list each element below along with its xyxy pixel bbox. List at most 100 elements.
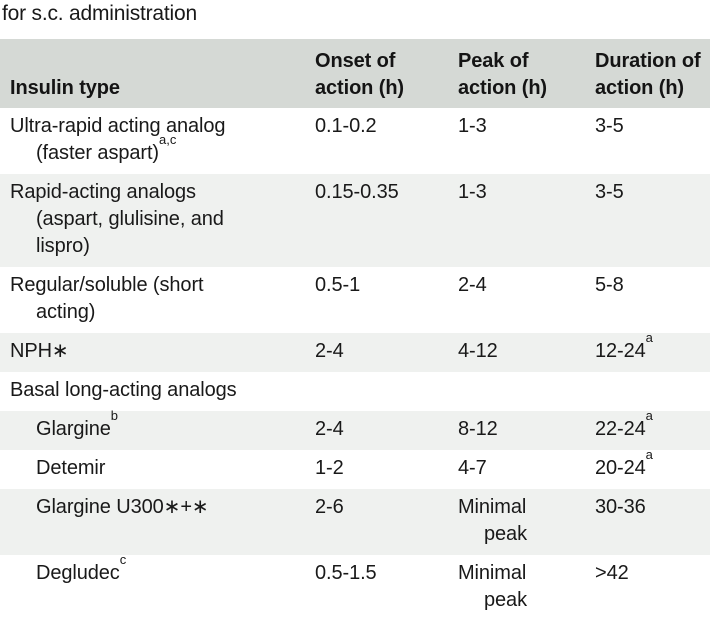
- text-line: NPH∗: [10, 340, 69, 362]
- table-row: Ultra-rapid acting analog (faster aspart)…: [0, 108, 710, 174]
- table-row: Regular/soluble (short acting) 0.5-1 2-4 5-8: [0, 267, 710, 333]
- table-row: Rapid-acting analogs (aspart, glulisine, …: [0, 174, 710, 267]
- text-line: Minimal: [458, 496, 527, 518]
- table-row: Glargineb 2-4 8-12 22-24a: [0, 408, 710, 450]
- column-header-duration: Duration of action (h): [595, 48, 710, 102]
- text-line: 0.15-0.35: [315, 181, 399, 203]
- cell-peak: 8-12: [458, 416, 595, 443]
- cell-insulin-type: NPH∗: [0, 338, 315, 365]
- text-line: 30-36: [595, 496, 646, 518]
- cell-onset: 2-6: [315, 494, 458, 548]
- text-line: (faster aspart)a,c: [36, 132, 177, 164]
- text-line: lispro): [36, 235, 90, 257]
- text-line: Peak of: [458, 50, 529, 72]
- cell-duration: 22-24a: [595, 408, 710, 443]
- cell-onset: 1-2: [315, 455, 458, 482]
- cell-insulin-type: Degludecc: [0, 552, 315, 614]
- text-line: 12-24a: [595, 330, 653, 362]
- text-line: Rapid-acting analogs: [10, 181, 196, 203]
- cell-duration: 12-24a: [595, 330, 710, 365]
- text-line: action (h): [315, 77, 404, 99]
- text-line: 3-5: [595, 115, 624, 137]
- cell-duration: >42: [595, 560, 710, 614]
- text-line: 2-4: [315, 340, 344, 362]
- text-line: Glargine U300∗+∗: [36, 496, 209, 518]
- cell-onset: 0.5-1.5: [315, 560, 458, 614]
- cell-insulin-type: Regular/soluble (short acting): [0, 272, 315, 326]
- text-line: 3-5: [595, 181, 624, 203]
- cell-insulin-type: Glargine U300∗+∗: [0, 494, 315, 548]
- cell-insulin-type: Detemir: [0, 455, 315, 482]
- table-row: NPH∗ 2-4 4-12 12-24a: [0, 330, 710, 372]
- table-row: Detemir 1-2 4-7 20-24a: [0, 448, 710, 489]
- text-line: 2-4: [315, 418, 344, 440]
- text-line: (aspart, glulisine, and: [36, 208, 224, 230]
- cell-peak: 4-7: [458, 455, 595, 482]
- footnote-marker: a,c: [158, 132, 177, 148]
- insulin-table: Insulin type Onset of action (h) Peak of act…: [0, 39, 710, 621]
- footnote-marker: a: [645, 447, 653, 463]
- cell-insulin-type: Basal long-acting analogs: [0, 377, 315, 404]
- cell-onset: 0.5-1: [315, 272, 458, 326]
- text-line: 22-24a: [595, 408, 653, 440]
- cell-onset: 0.15-0.35: [315, 179, 458, 260]
- cell-insulin-type: Glargineb: [0, 408, 315, 443]
- table-body: Ultra-rapid acting analog (faster aspart)…: [0, 108, 710, 621]
- text-line: acting): [36, 301, 96, 323]
- cell-insulin-type: Rapid-acting analogs (aspart, glulisine, …: [0, 179, 315, 260]
- cell-duration: 3-5: [595, 113, 710, 167]
- text-line: 0.1-0.2: [315, 115, 377, 137]
- cell-duration: [595, 377, 710, 404]
- text-line: 4-7: [458, 457, 487, 479]
- text-line: peak: [484, 523, 527, 545]
- text-line: 1-3: [458, 181, 487, 203]
- text-line: Basal long-acting analogs: [10, 379, 237, 401]
- column-header-onset: Onset of action (h): [315, 48, 458, 102]
- footnote-marker: a: [645, 408, 653, 424]
- cell-peak: [458, 377, 595, 404]
- cell-peak: Minimal peak: [458, 560, 595, 614]
- cell-peak: Minimal peak: [458, 494, 595, 548]
- text-line: Glargineb: [36, 408, 119, 440]
- table-row: Glargine U300∗+∗ 2-6 Minimal peak 30-36: [0, 489, 710, 555]
- text-line: Onset of: [315, 50, 396, 72]
- footnote-marker: b: [110, 408, 119, 424]
- column-header-peak: Peak of action (h): [458, 48, 595, 102]
- cell-peak: 2-4: [458, 272, 595, 326]
- cell-duration: 3-5: [595, 179, 710, 260]
- text-line: Detemir: [36, 457, 106, 479]
- text-line: 8-12: [458, 418, 498, 440]
- header-row: Insulin type Onset of action (h) Peak of act…: [0, 39, 710, 108]
- text-line: 0.5-1.5: [315, 562, 377, 584]
- text-line: Duration of: [595, 50, 701, 72]
- text-line: action (h): [458, 77, 547, 99]
- text-line: 1-2: [315, 457, 344, 479]
- column-header-insulin-type: Insulin type: [0, 75, 315, 102]
- text-line: Degludecc: [36, 552, 127, 584]
- cell-duration: 20-24a: [595, 448, 710, 482]
- cell-onset: 0.1-0.2: [315, 113, 458, 167]
- table-caption: for s.c. administration: [2, 2, 197, 25]
- cell-insulin-type: Ultra-rapid acting analog (faster aspart)…: [0, 113, 315, 167]
- cell-onset: 2-4: [315, 338, 458, 365]
- text-line: Ultra-rapid acting analog: [10, 115, 226, 137]
- text-line: 2-6: [315, 496, 344, 518]
- text-line: >42: [595, 562, 629, 584]
- text-line: 5-8: [595, 274, 624, 296]
- text-line: Minimal: [458, 562, 527, 584]
- text-line: Insulin type: [10, 77, 120, 99]
- text-line: 0.5-1: [315, 274, 361, 296]
- text-line: action (h): [595, 77, 684, 99]
- cell-duration: 5-8: [595, 272, 710, 326]
- cell-duration: 30-36: [595, 494, 710, 548]
- text-line: peak: [484, 589, 527, 611]
- text-line: 1-3: [458, 115, 487, 137]
- cell-peak: 4-12: [458, 338, 595, 365]
- table-section-row: Basal long-acting analogs: [0, 372, 710, 411]
- footnote-marker: c: [119, 552, 127, 568]
- cell-onset: [315, 377, 458, 404]
- footnote-marker: a: [645, 330, 653, 346]
- text-line: 2-4: [458, 274, 487, 296]
- cell-peak: 1-3: [458, 179, 595, 260]
- cell-peak: 1-3: [458, 113, 595, 167]
